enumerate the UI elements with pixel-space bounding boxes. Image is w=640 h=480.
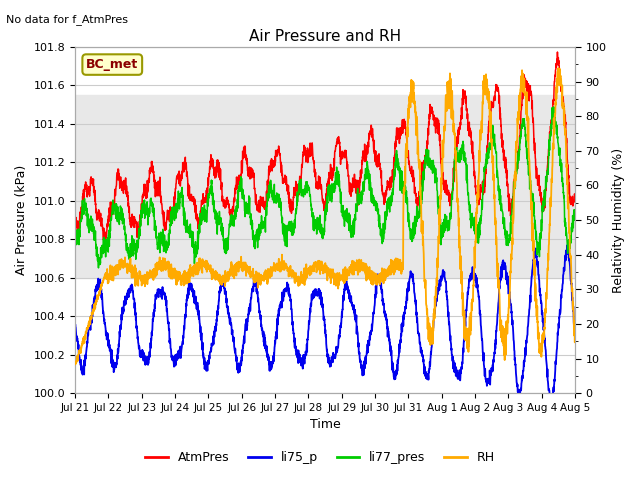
- X-axis label: Time: Time: [310, 419, 340, 432]
- Y-axis label: Relativity Humidity (%): Relativity Humidity (%): [612, 147, 625, 293]
- Title: Air Pressure and RH: Air Pressure and RH: [249, 29, 401, 44]
- Bar: [75, 95, 575, 278]
- Text: No data for f_AtmPres: No data for f_AtmPres: [6, 14, 129, 25]
- Text: BC_met: BC_met: [86, 58, 138, 71]
- Y-axis label: Air Pressure (kPa): Air Pressure (kPa): [15, 165, 28, 275]
- Legend: AtmPres, li75_p, li77_pres, RH: AtmPres, li75_p, li77_pres, RH: [140, 446, 500, 469]
